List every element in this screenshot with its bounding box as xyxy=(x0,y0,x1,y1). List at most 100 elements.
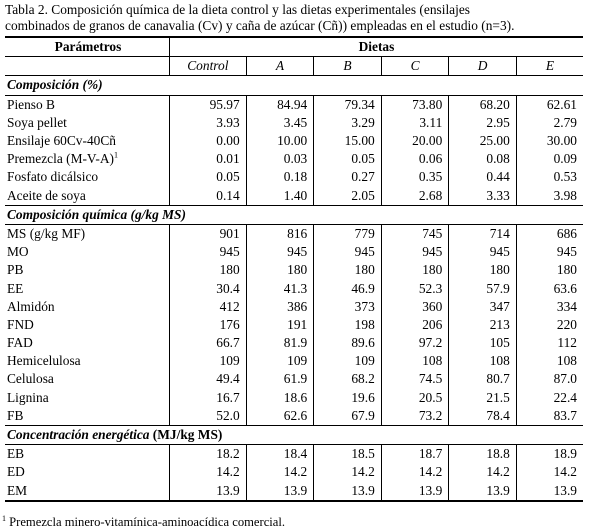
table-row: Ensilaje 60Cv-40Cñ 0.00 10.00 15.00 20.00 25.… xyxy=(5,131,583,151)
value-cell: 3.93 xyxy=(169,113,247,132)
value-cell: 41.3 xyxy=(246,279,315,298)
table-row: Soya pellet 3.93 3.45 3.29 3.11 2.95 2.79 xyxy=(5,113,583,132)
value-cell: 73.80 xyxy=(381,95,450,114)
value-cell: 13.9 xyxy=(246,481,315,502)
row-label: FB xyxy=(5,406,170,426)
value-cell: 13.9 xyxy=(169,481,247,502)
value-cell: 180 xyxy=(169,261,247,280)
footnote-ref: 1 xyxy=(113,150,118,160)
value-cell: 3.45 xyxy=(246,113,315,132)
diet-header: E xyxy=(516,56,583,77)
section-title-unit: (MJ/kg MS) xyxy=(149,427,223,443)
row-label-text: Almidón xyxy=(7,298,55,314)
value-cell: 945 xyxy=(448,243,517,262)
value-cell: 18.6 xyxy=(246,388,315,407)
value-cell: 0.05 xyxy=(169,168,247,187)
value-cell: 3.29 xyxy=(313,113,382,132)
row-label: Premezcla (M-V-A)1 xyxy=(5,150,170,169)
diet-header: Control xyxy=(169,56,247,77)
value-cell: 46.9 xyxy=(313,279,382,298)
param-header: Parámetros xyxy=(5,36,170,58)
row-label-text: Fosfato dicálsico xyxy=(7,169,99,185)
table-row: FND 176 191 198 206 213 220 xyxy=(5,315,583,334)
value-cell: 14.2 xyxy=(381,463,450,482)
value-cell: 30.00 xyxy=(546,133,577,149)
row-label-text: FND xyxy=(7,316,34,332)
value-cell: 386 xyxy=(246,297,315,316)
section-title: Composición química (g/kg MS) xyxy=(5,204,583,225)
section-title-text: Composición (%) xyxy=(7,77,103,93)
value-cell: 19.6 xyxy=(313,388,382,407)
table-row: Premezcla (M-V-A)1 0.01 0.03 0.05 0.06 0.08 0.… xyxy=(5,150,583,169)
value-cell: 220 xyxy=(556,316,577,332)
row-label: Fosfato dicálsico xyxy=(5,168,170,187)
value-cell: 1.40 xyxy=(246,186,315,206)
row-label: EB xyxy=(5,444,170,464)
value-cell: 198 xyxy=(313,315,382,334)
row-label-text: MO xyxy=(7,244,29,260)
value-cell: 80.7 xyxy=(448,370,517,389)
row-label-text: Celulosa xyxy=(7,371,54,387)
table-row: MO 945 945 945 945 945 945 xyxy=(5,243,583,262)
value-cell: 3.98 xyxy=(553,187,577,203)
row-label: PB xyxy=(5,261,170,280)
row-label-text: FAD xyxy=(7,335,33,351)
value-cell: 109 xyxy=(246,352,315,371)
value-cell: 14.2 xyxy=(553,464,577,480)
section-header-row: Composición (%) xyxy=(5,75,583,96)
value-cell: 2.95 xyxy=(448,113,517,132)
value-cell: 945 xyxy=(381,243,450,262)
value-cell: 0.53 xyxy=(553,169,577,185)
value-cell: 49.4 xyxy=(169,370,247,389)
table-row: Pienso B 95.97 84.94 79.34 73.80 68.20 62.61 xyxy=(5,95,583,114)
value-cell: 945 xyxy=(169,243,247,262)
row-label-text: Hemicelulosa xyxy=(7,353,81,369)
value-cell: 30.4 xyxy=(169,279,247,298)
row-label: Hemicelulosa xyxy=(5,352,170,371)
value-cell: 901 xyxy=(169,224,247,244)
value-cell: 334 xyxy=(556,298,577,314)
caption-line-1: Tabla 2. Composición química de la dieta… xyxy=(5,2,470,17)
section-title: Concentración energética (MJ/kg MS) xyxy=(5,424,583,446)
value-cell: 0.44 xyxy=(448,168,517,187)
value-cell: 108 xyxy=(448,352,517,371)
value-cell: 20.00 xyxy=(381,131,450,151)
value-cell: 14.2 xyxy=(448,463,517,482)
value-cell: 180 xyxy=(381,261,450,280)
value-cell: 18.2 xyxy=(169,444,247,464)
value-cell: 0.27 xyxy=(313,168,382,187)
row-label-text: FB xyxy=(7,407,24,423)
value-cell: 61.9 xyxy=(246,370,315,389)
value-cell: 945 xyxy=(313,243,382,262)
diet-names-row: Control A B C D E xyxy=(5,56,583,77)
param-header-blank xyxy=(5,56,170,77)
row-label: Pienso B xyxy=(5,95,170,114)
value-cell: 57.9 xyxy=(448,279,517,298)
value-cell: 16.7 xyxy=(169,388,247,407)
value-cell: 52.3 xyxy=(381,279,450,298)
value-cell: 89.6 xyxy=(313,334,382,353)
row-label: FND xyxy=(5,315,170,334)
value-cell: 18.4 xyxy=(246,444,315,464)
value-cell: 2.68 xyxy=(381,186,450,206)
row-label-text: Premezcla (M-V-A) xyxy=(7,151,114,167)
row-label: EM xyxy=(5,481,170,502)
row-label-text: ED xyxy=(7,464,25,480)
row-label-text: Soya pellet xyxy=(7,114,67,130)
diet-header: B xyxy=(313,56,382,77)
value-cell: 74.5 xyxy=(381,370,450,389)
value-cell: 105 xyxy=(448,334,517,353)
value-cell: 68.20 xyxy=(448,95,517,114)
table-row: Hemicelulosa 109 109 109 108 108 108 xyxy=(5,352,583,371)
row-label: Almidón xyxy=(5,297,170,316)
value-cell: 63.6 xyxy=(553,280,577,296)
value-cell: 373 xyxy=(313,297,382,316)
value-cell: 13.9 xyxy=(313,481,382,502)
table-row: MS (g/kg MF) 901 816 779 745 714 686 xyxy=(5,224,583,244)
row-label: Ensilaje 60Cv-40Cñ xyxy=(5,131,170,151)
diet-header: A xyxy=(246,56,315,77)
value-cell: 0.09 xyxy=(553,151,577,167)
table-row: PB 180 180 180 180 180 180 xyxy=(5,261,583,280)
value-cell: 21.5 xyxy=(448,388,517,407)
value-cell: 67.9 xyxy=(313,406,382,426)
